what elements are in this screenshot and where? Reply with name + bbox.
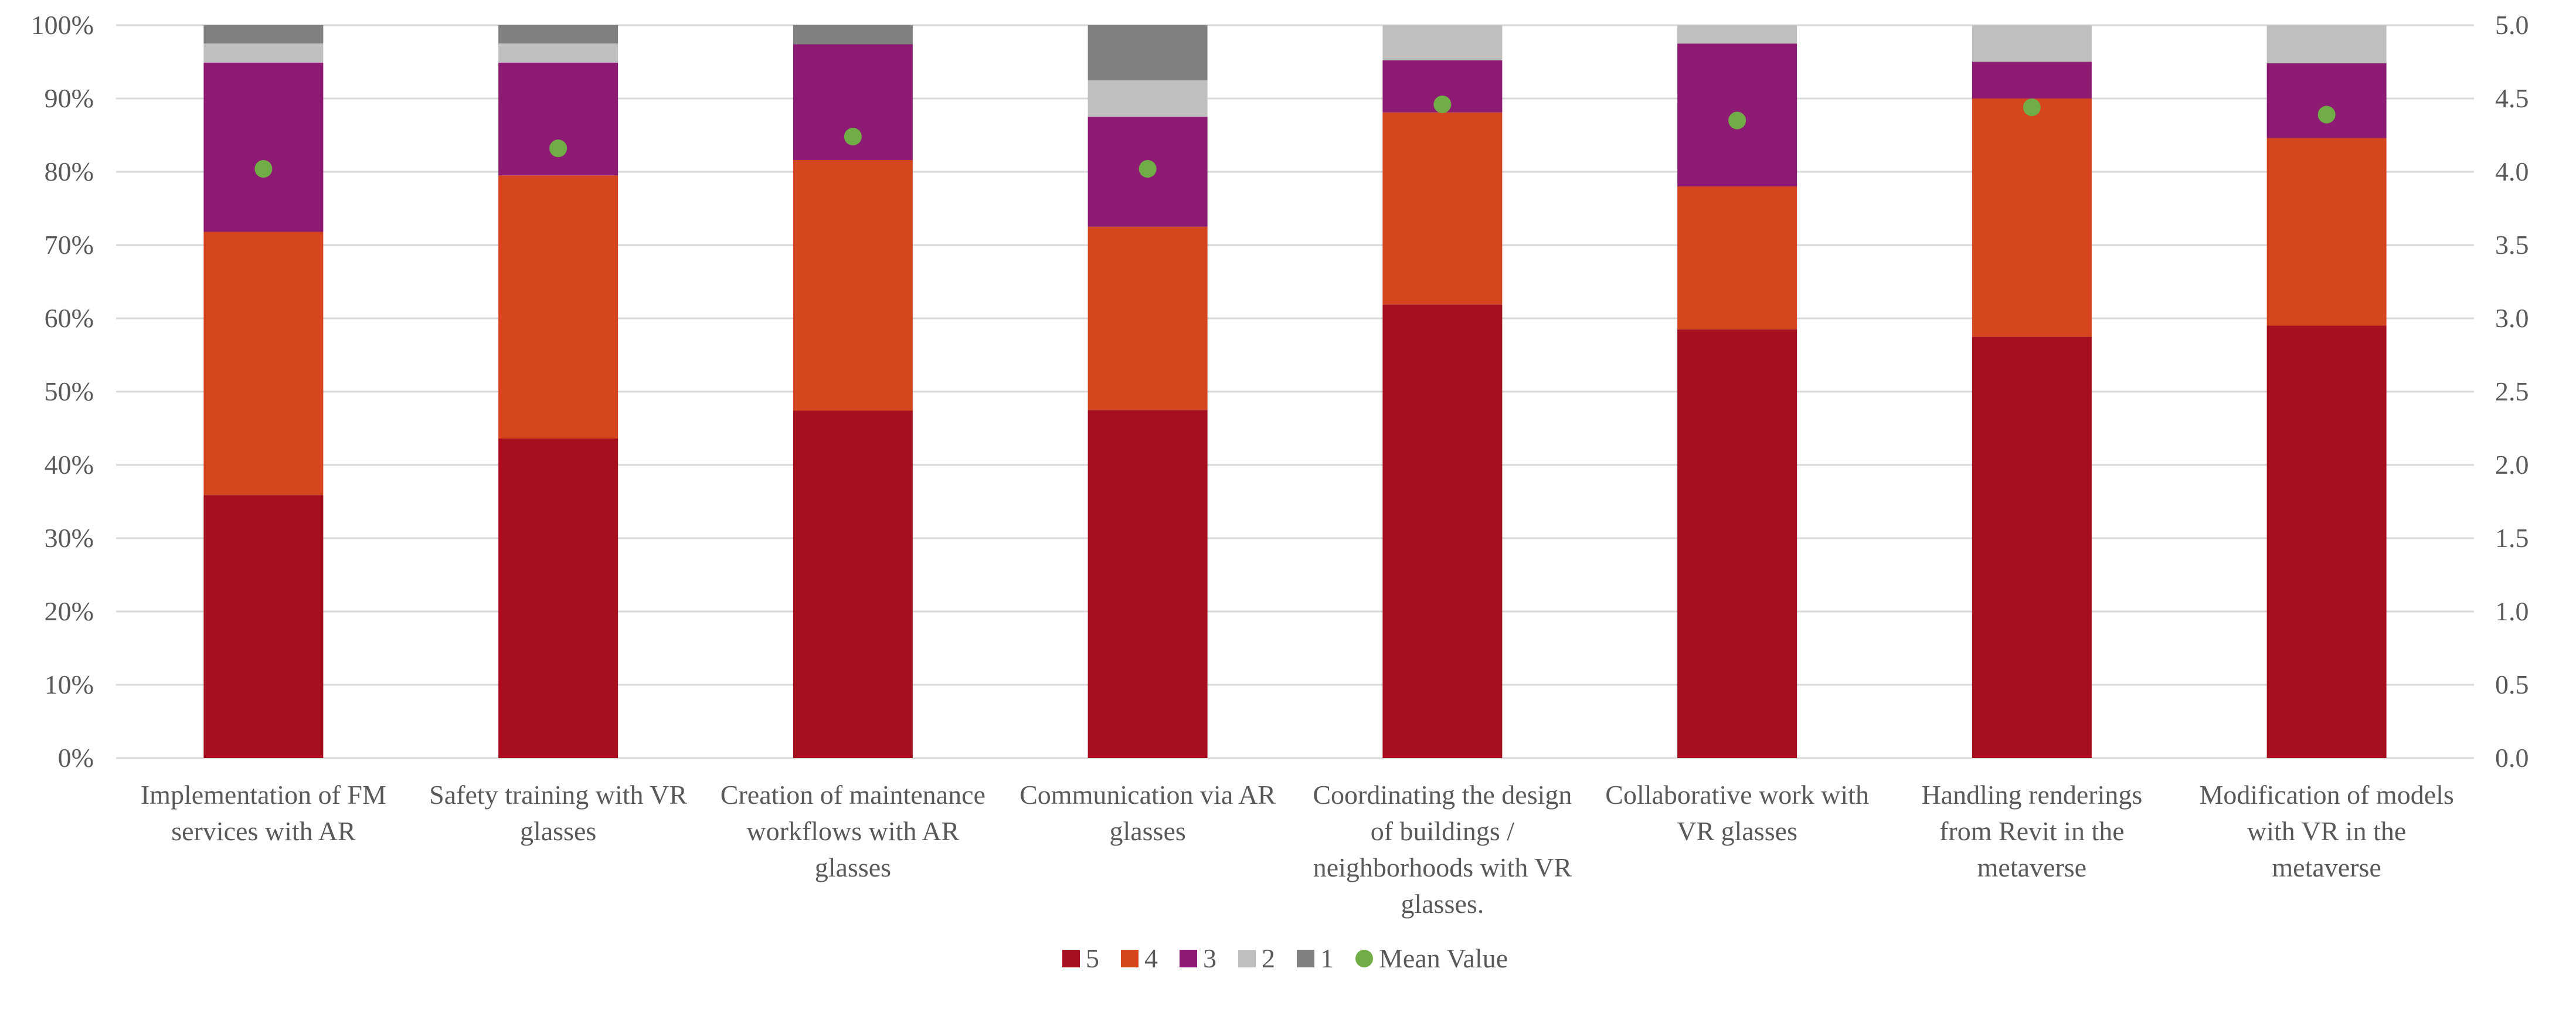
category-label: Modification of models with VR in the meta… [2199, 780, 2453, 882]
legend-swatch-mean-value [1355, 950, 1373, 967]
right-tick-label: 4.0 [2495, 157, 2529, 186]
right-tick-label: 5.0 [2495, 10, 2529, 40]
legend-label: 1 [1320, 943, 1334, 973]
legend-label: Mean Value [1379, 943, 1508, 973]
right-tick-label: 0.0 [2495, 743, 2529, 773]
category-label: Safety training with VR glasses [429, 780, 687, 846]
mean-value-point [2023, 98, 2041, 116]
category-label: Handling renderings from Revit in the meta… [1921, 780, 2142, 882]
bar-segment-3 [1972, 62, 2092, 98]
left-tick-label: 60% [45, 303, 94, 333]
left-tick-label: 70% [45, 230, 94, 260]
category-label: Coordinating the design of buildings / nei… [1313, 780, 1572, 919]
bar-segment-5 [1088, 410, 1208, 758]
mean-value-point [254, 160, 273, 178]
bar-segment-3 [203, 62, 324, 232]
legend-label: 3 [1203, 943, 1216, 973]
legend-swatch-4 [1121, 950, 1139, 967]
bar-segment-4 [203, 232, 324, 495]
mean-value-point [2317, 106, 2336, 124]
legend-label: 5 [1086, 943, 1099, 973]
bar-segment-5 [2266, 325, 2387, 758]
legend-swatch-3 [1180, 950, 1197, 967]
legend-swatch-2 [1238, 950, 1256, 967]
bar-segment-5 [793, 410, 913, 758]
left-tick-label: 100% [31, 10, 94, 40]
bar-segment-4 [498, 175, 618, 439]
right-tick-label: 1.5 [2495, 523, 2529, 553]
left-tick-label: 20% [45, 596, 94, 626]
bar-segment-3 [2266, 63, 2387, 138]
bar-segment-5 [1677, 329, 1797, 758]
left-tick-label: 40% [45, 450, 94, 480]
right-tick-label: 2.5 [2495, 376, 2529, 406]
bar-segment-2 [1972, 25, 2092, 62]
bar-segment-4 [1088, 226, 1208, 410]
bar-segment-1 [1088, 25, 1208, 80]
bar-segment-5 [1382, 304, 1503, 758]
bar-segment-2 [203, 43, 324, 63]
bar-segment-2 [498, 43, 618, 63]
right-tick-label: 1.0 [2495, 596, 2529, 626]
bar-segment-1 [203, 25, 324, 44]
bar-segment-5 [498, 439, 618, 758]
legend-label: 2 [1262, 943, 1275, 973]
left-tick-label: 50% [45, 376, 94, 406]
mean-value-point [1728, 111, 1746, 130]
x-axis-labels: Implementation of FM services with AR Safe… [141, 780, 2454, 919]
bar-segment-4 [793, 160, 913, 411]
left-tick-label: 80% [45, 157, 94, 186]
bar-segment-2 [2266, 25, 2387, 63]
right-tick-label: 0.5 [2495, 670, 2529, 699]
bar-segment-4 [2266, 138, 2387, 326]
mean-markers [254, 96, 2336, 178]
legend-swatch-1 [1297, 950, 1314, 967]
right-tick-label: 3.0 [2495, 303, 2529, 333]
bar-segment-4 [1677, 186, 1797, 329]
legend: 5 4 3 2 1 Mean Value [1062, 943, 1508, 973]
right-tick-label: 4.5 [2495, 83, 2529, 113]
bars [203, 25, 2387, 758]
mean-value-point [844, 128, 862, 145]
category-label: Collaborative work with VR glasses [1605, 780, 1869, 846]
bar-segment-5 [1972, 337, 2092, 758]
mean-value-point [1139, 160, 1157, 178]
category-label: Communication via AR glasses [1019, 780, 1276, 846]
right-tick-label: 3.5 [2495, 230, 2529, 260]
bar-segment-2 [1382, 25, 1503, 60]
bar-segment-4 [1972, 98, 2092, 337]
bar-segment-3 [498, 62, 618, 176]
bar-segment-2 [1088, 80, 1208, 117]
left-y-axis: 0% 10% 20% 30% 40% 50% 60% 70% 80% 90% 100% [31, 10, 94, 773]
bar-segment-2 [1677, 25, 1797, 44]
mean-value-point [1433, 96, 1452, 113]
left-tick-label: 10% [45, 670, 94, 699]
bar-segment-1 [793, 25, 913, 45]
gridlines [116, 24, 2474, 759]
right-tick-label: 2.0 [2495, 450, 2529, 480]
right-y-axis: 0.0 0.5 1.0 1.5 2.0 2.5 3.0 3.5 4.0 4.5 5.0 [2495, 10, 2529, 773]
category-label: Creation of maintenance workflows with AR… [721, 780, 985, 882]
left-tick-label: 90% [45, 83, 94, 113]
legend-label: 4 [1144, 943, 1158, 973]
bar-segment-1 [498, 25, 618, 44]
bar-segment-4 [1382, 112, 1503, 305]
left-tick-label: 0% [58, 743, 94, 773]
category-label: Implementation of FM services with AR [141, 780, 386, 846]
legend-swatch-5 [1062, 950, 1080, 967]
bar-segment-5 [203, 495, 324, 758]
left-tick-label: 30% [45, 523, 94, 553]
mean-value-point [549, 140, 567, 157]
